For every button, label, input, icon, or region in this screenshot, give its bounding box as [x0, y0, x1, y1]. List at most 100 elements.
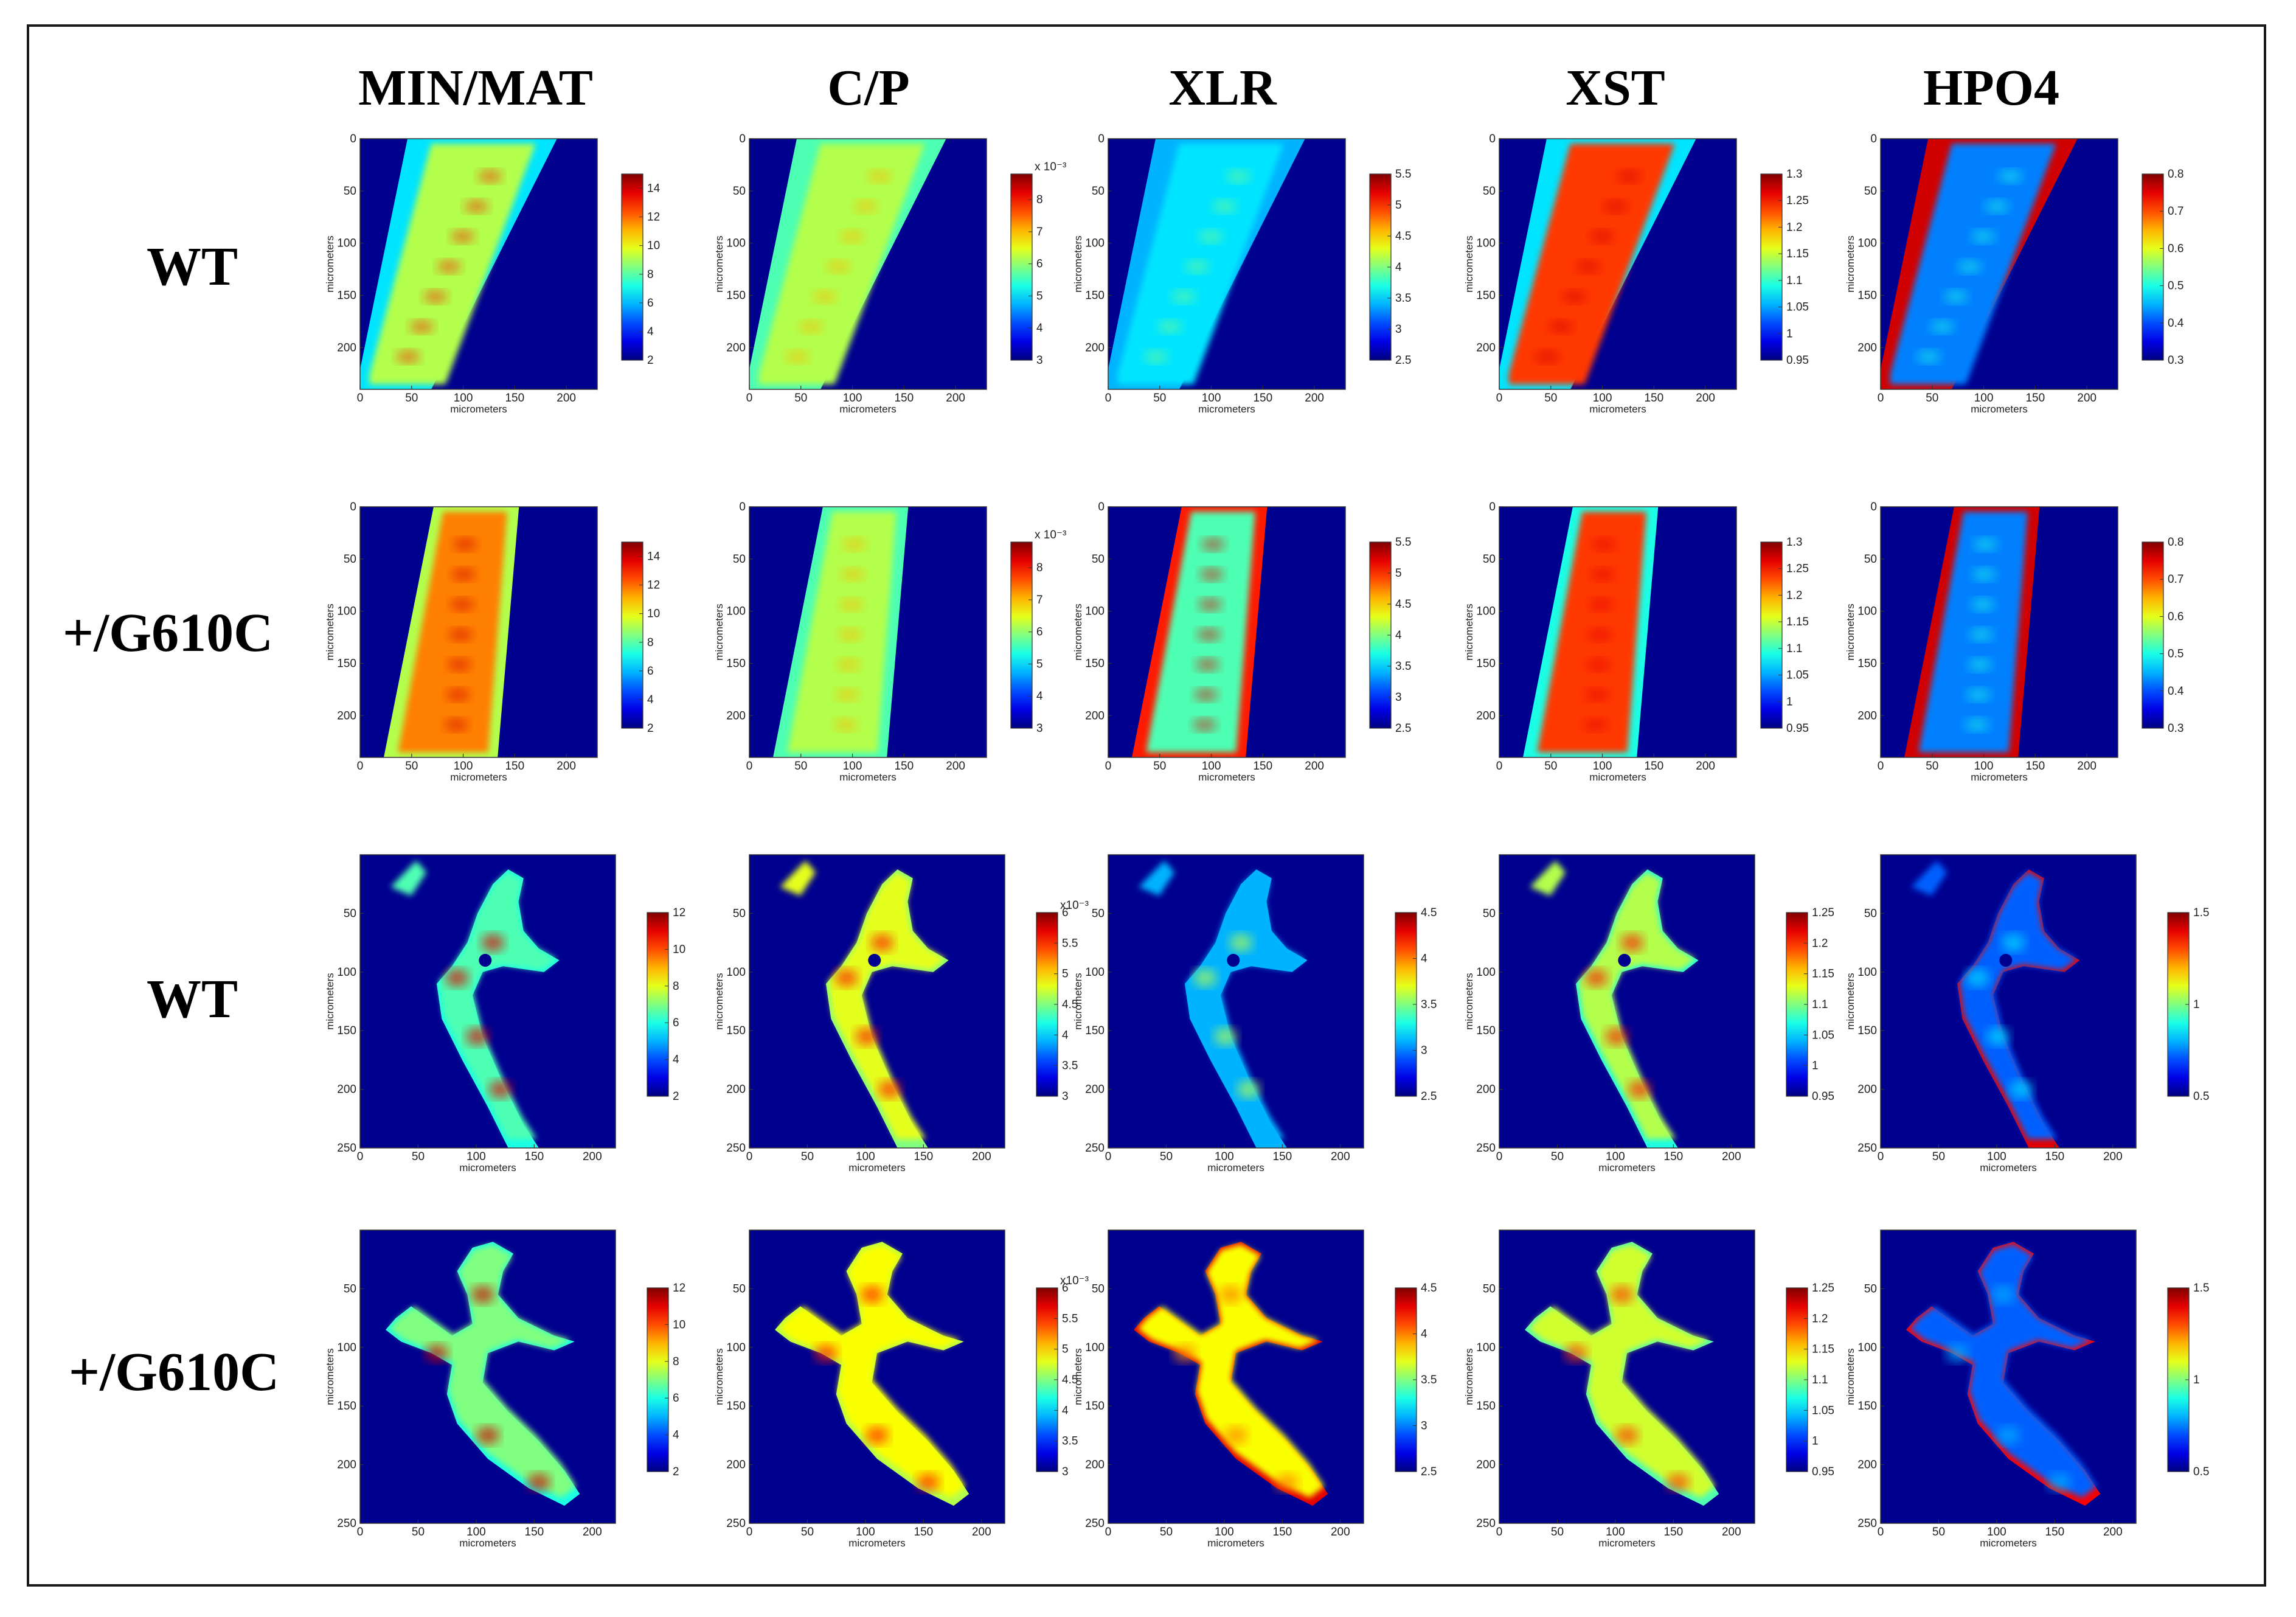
colorbar-tick-label: 4.5: [1062, 998, 1078, 1011]
tissue-map: [1132, 507, 1268, 757]
hotspot: [1999, 170, 2023, 183]
colorbar-tick-label: 4: [1395, 261, 1402, 274]
y-tick-label: 0: [1489, 501, 1496, 513]
colorbar-scale: [2142, 541, 2164, 729]
x-axis-label: micrometers: [1971, 771, 2028, 783]
colorbar-tick-label: 1.5: [2193, 1282, 2209, 1295]
hotspot: [466, 1028, 490, 1046]
y-axis-label: micrometers: [1463, 1348, 1475, 1405]
colorbar: 6 5.5 5 4.5 4 3.5 3 x10⁻³: [1036, 899, 1089, 1103]
colorbar: 5.5 5 4.5 4 3.5 3 2.5: [1369, 168, 1411, 367]
hotspot: [1615, 1426, 1639, 1444]
x-tick-label: 150: [894, 760, 914, 773]
hotspot: [1592, 538, 1617, 551]
hotspot: [1985, 200, 2009, 213]
y-axis-label: micrometers: [713, 603, 725, 661]
x-tick-label: 0: [357, 760, 364, 773]
colorbar-tick-label: 7: [1036, 226, 1043, 238]
x-tick-label: 50: [412, 1526, 425, 1539]
x-tick-label: 200: [2103, 1526, 2123, 1539]
colorbar-tick-label: 6: [647, 297, 654, 310]
x-tick-label: 150: [1273, 1526, 1292, 1539]
colorbar-tick-label: 2.5: [1395, 354, 1411, 367]
colorbar-tick-label: 12: [673, 906, 685, 919]
hotspot: [396, 350, 420, 363]
colorbar-tick-label: 5: [1062, 968, 1069, 981]
colorbar-scale: [1010, 541, 1033, 729]
hotspot: [1193, 968, 1217, 987]
colorbar-scale: [1760, 541, 1783, 729]
x-tick-label: 100: [1215, 1526, 1234, 1539]
map-panel: 0 50 100 150 200 50 100 150 200 250 micrometers mic…: [713, 854, 1089, 1174]
tissue-body: [1578, 871, 1696, 1139]
colorbar: 14 12 10 8 6 4 2: [621, 173, 661, 367]
y-tick-label: 100: [1476, 237, 1496, 250]
row-label: WT: [147, 969, 238, 1029]
hotspot: [1972, 568, 1996, 581]
x-tick-label: 200: [557, 760, 576, 773]
tissue-fragment: [1911, 860, 1947, 896]
x-tick-label: 200: [557, 392, 576, 405]
colorbar-tick-label: 0.3: [2168, 354, 2183, 367]
colorbar-tick-label: 1.15: [1786, 248, 1809, 260]
hotspot: [1610, 1285, 1634, 1304]
y-tick-label: 150: [1857, 658, 1877, 670]
x-tick-label: 200: [972, 1526, 991, 1539]
y-tick-label: 200: [1857, 1459, 1877, 1472]
colorbar-tick-label: 4.5: [1395, 598, 1411, 611]
column-header: MIN/MAT: [358, 60, 593, 116]
colorbar-tick-label: 1.2: [1786, 221, 1802, 234]
colorbar-tick-label: 5: [1395, 567, 1402, 580]
hotspot: [1586, 658, 1611, 671]
colorbar-tick-label: 1.2: [1786, 589, 1802, 602]
hotspot: [1588, 628, 1612, 641]
hotspot: [842, 538, 867, 551]
hotspot: [1214, 1028, 1238, 1046]
map-panel: 0 50 100 150 200 50 100 150 200 250 micrometers mic…: [1845, 1229, 2209, 1549]
column-header: C/P: [827, 60, 909, 116]
y-tick-label: 250: [1085, 1517, 1105, 1530]
y-tick-label: 50: [1483, 907, 1496, 920]
map-panel: 0 50 100 150 200 0 50 100 150 200 micrometers micro…: [713, 501, 1066, 783]
x-tick-label: 100: [1593, 760, 1612, 773]
colorbar-tick-label: 3: [1395, 323, 1402, 336]
plot-border: [359, 854, 616, 1149]
colorbar-tick-label: 2: [673, 1090, 679, 1103]
colorbar-tick-label: 5.5: [1062, 1312, 1078, 1325]
hotspot: [1628, 1080, 1651, 1099]
hotspot: [1965, 718, 1989, 731]
colorbar-tick-label: 4: [1395, 629, 1402, 642]
colorbar: 0.8 0.7 0.6 0.5 0.4 0.3: [2142, 536, 2184, 735]
map-panel: 0 50 100 150 200 0 50 100 150 200 micrometers micro…: [1845, 501, 2184, 783]
x-axis-label: micrometers: [1589, 403, 1646, 415]
colorbar-tick-label: 0.95: [1812, 1090, 1834, 1103]
colorbar-tick-label: 0.95: [1786, 354, 1809, 367]
x-tick-label: 100: [466, 1526, 486, 1539]
tissue-map: [780, 860, 949, 1148]
x-tick-label: 0: [746, 1526, 753, 1539]
plot-border: [1880, 138, 2118, 390]
hotspot: [1226, 170, 1250, 183]
hotspot: [1589, 598, 1614, 611]
x-tick-label: 0: [1878, 1526, 1884, 1539]
y-tick-label: 50: [1864, 1282, 1877, 1295]
colorbar-tick-label: 12: [673, 1282, 685, 1295]
colorbar-tick-label: 0.6: [2168, 610, 2183, 623]
y-axis-label: micrometers: [1463, 235, 1475, 293]
colorbar-exponent: x10⁻³: [1060, 1274, 1089, 1287]
colorbar-tick-label: 5.5: [1062, 937, 1078, 950]
y-tick-label: 100: [1476, 1341, 1496, 1354]
y-axis-label: micrometers: [1463, 603, 1475, 661]
x-tick-label: 200: [1305, 392, 1324, 405]
y-tick-label: 200: [1476, 1083, 1496, 1096]
tissue-map: [1134, 1242, 1328, 1506]
y-tick-label: 50: [1092, 185, 1105, 198]
tissue-map: [1906, 1242, 2101, 1506]
y-tick-label: 150: [1085, 290, 1105, 302]
tissue-fragment: [390, 860, 427, 896]
row-label: +/G610C: [69, 1342, 279, 1402]
hotspot: [423, 290, 448, 303]
y-tick-label: 200: [1476, 1459, 1496, 1472]
tissue-fragment: [1139, 860, 1175, 896]
x-tick-label: 0: [1105, 1526, 1112, 1539]
